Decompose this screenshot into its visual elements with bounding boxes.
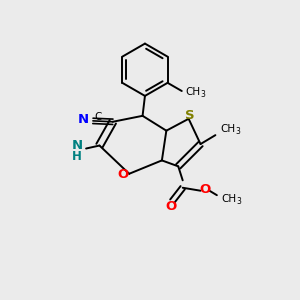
Text: 3: 3 xyxy=(236,196,241,206)
Text: O: O xyxy=(117,168,128,181)
Text: O: O xyxy=(165,200,176,213)
Text: CH: CH xyxy=(185,88,200,98)
Text: N: N xyxy=(78,113,89,126)
Text: C: C xyxy=(94,112,102,122)
Text: 3: 3 xyxy=(200,90,205,99)
Text: O: O xyxy=(200,183,211,196)
Text: CH: CH xyxy=(221,194,236,204)
Text: H: H xyxy=(72,150,82,163)
Text: N: N xyxy=(72,139,83,152)
Text: S: S xyxy=(185,109,195,122)
Text: 3: 3 xyxy=(235,127,240,136)
Text: CH: CH xyxy=(220,124,236,134)
